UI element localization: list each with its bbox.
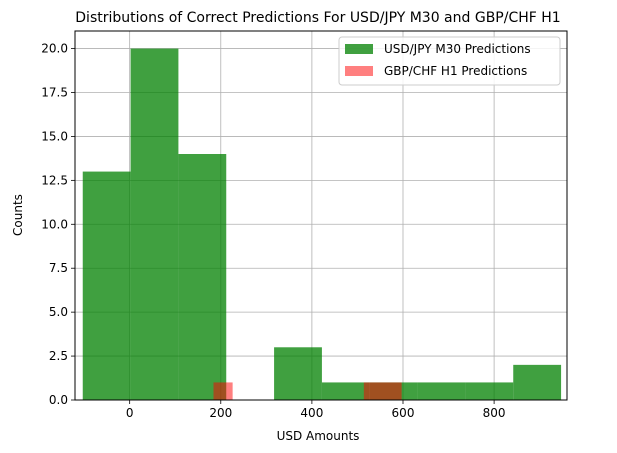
histogram-bar-series-1 bbox=[178, 154, 227, 400]
y-tick-label: 10.0 bbox=[41, 217, 68, 231]
x-tick-label: 400 bbox=[300, 406, 323, 420]
y-tick-label: 12.5 bbox=[41, 173, 68, 187]
y-tick-label: 17.5 bbox=[41, 86, 68, 100]
legend-swatch-series-2 bbox=[345, 66, 373, 76]
x-tick-label: 800 bbox=[483, 406, 506, 420]
legend-label-series-1: USD/JPY M30 Predictions bbox=[384, 42, 531, 56]
histogram-bar-series-1 bbox=[274, 347, 322, 400]
histogram-bar-series-1 bbox=[82, 171, 131, 400]
chart-title: Distributions of Correct Predictions For… bbox=[75, 10, 560, 26]
y-tick-label: 20.0 bbox=[41, 42, 68, 56]
histogram-bar-series-2 bbox=[363, 382, 402, 400]
y-tick-label: 2.5 bbox=[49, 349, 68, 363]
x-tick-label: 200 bbox=[209, 406, 232, 420]
legend-swatch-series-1 bbox=[345, 44, 373, 54]
y-tick-label: 5.0 bbox=[49, 305, 68, 319]
x-axis-label: USD Amounts bbox=[277, 429, 360, 443]
histogram-bar-series-1 bbox=[321, 382, 370, 400]
y-tick-label: 7.5 bbox=[49, 261, 68, 275]
histogram-bar-series-1 bbox=[513, 364, 562, 400]
plot-frame bbox=[74, 30, 568, 401]
x-tick-label: 600 bbox=[392, 406, 415, 420]
legend-box bbox=[338, 36, 561, 86]
histogram-bar-series-1 bbox=[130, 48, 179, 400]
histogram-bar-series-1 bbox=[465, 382, 514, 400]
legend: USD/JPY M30 Predictions GBP/CHF H1 Predic… bbox=[338, 36, 561, 86]
x-tick-label: 0 bbox=[126, 406, 134, 420]
y-tick-label: 0.0 bbox=[49, 393, 68, 407]
legend-label-series-2: GBP/CHF H1 Predictions bbox=[384, 64, 527, 78]
histogram-bar-series-1 bbox=[417, 382, 466, 400]
y-axis-label: Counts bbox=[11, 194, 25, 236]
y-tick-label: 15.0 bbox=[41, 129, 68, 143]
histogram-bar-series-2 bbox=[213, 382, 233, 400]
